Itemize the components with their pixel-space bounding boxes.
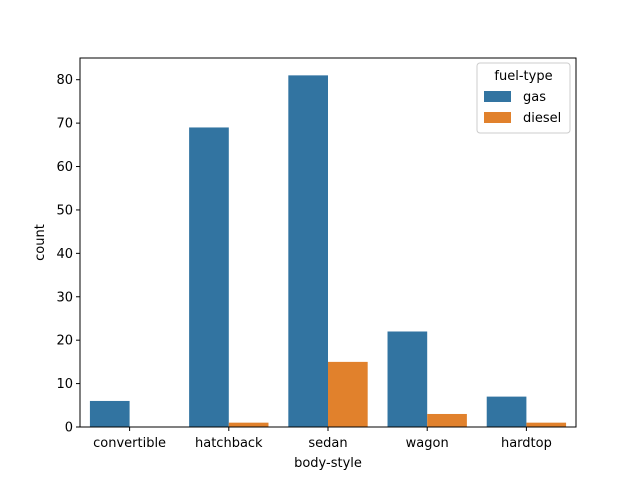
- y-axis-label: count: [33, 224, 48, 261]
- bar-diesel-wagon: [427, 413, 467, 427]
- y-tick-label: 40: [56, 247, 73, 262]
- bar-gas-hardtop: [486, 396, 527, 427]
- y-tick-label: 60: [56, 160, 73, 175]
- legend-swatch-diesel: [484, 112, 511, 123]
- bars-group: [89, 75, 567, 427]
- bar-diesel-hatchback: [228, 422, 269, 427]
- bar-diesel-sedan: [328, 361, 368, 427]
- y-tick-label: 70: [56, 117, 73, 132]
- x-tick-label: convertible: [93, 436, 166, 451]
- y-tick-label: 50: [56, 203, 73, 218]
- bar-gas-sedan: [288, 75, 328, 427]
- legend: fuel-type gas diesel: [476, 62, 571, 134]
- legend-label-diesel: diesel: [523, 111, 561, 126]
- y-tick-label: 20: [56, 334, 73, 349]
- legend-title: fuel-type: [494, 69, 552, 84]
- bar-gas-wagon: [387, 331, 428, 427]
- x-axis-label: body-style: [294, 456, 362, 471]
- bar-diesel-hardtop: [526, 422, 567, 427]
- x-axis: convertible hatchback sedan wagon hardtop: [93, 427, 552, 451]
- bar-gas-convertible: [89, 400, 130, 427]
- x-tick-label: sedan: [308, 436, 347, 451]
- y-axis: 0 10 20 30 40 50 60 70 80: [56, 73, 80, 436]
- legend-label-gas: gas: [523, 90, 546, 105]
- x-tick-label: hardtop: [501, 436, 552, 451]
- y-tick-label: 30: [56, 290, 73, 305]
- y-tick-label: 10: [56, 377, 73, 392]
- x-tick-label: wagon: [406, 436, 449, 451]
- legend-swatch-gas: [484, 91, 511, 102]
- x-tick-label: hatchback: [195, 436, 263, 451]
- y-tick-label: 0: [65, 421, 73, 436]
- legend-items: gas diesel: [484, 90, 561, 126]
- y-tick-label: 80: [56, 73, 73, 88]
- bar-gas-hatchback: [189, 127, 229, 427]
- plot-frame: [79, 57, 577, 428]
